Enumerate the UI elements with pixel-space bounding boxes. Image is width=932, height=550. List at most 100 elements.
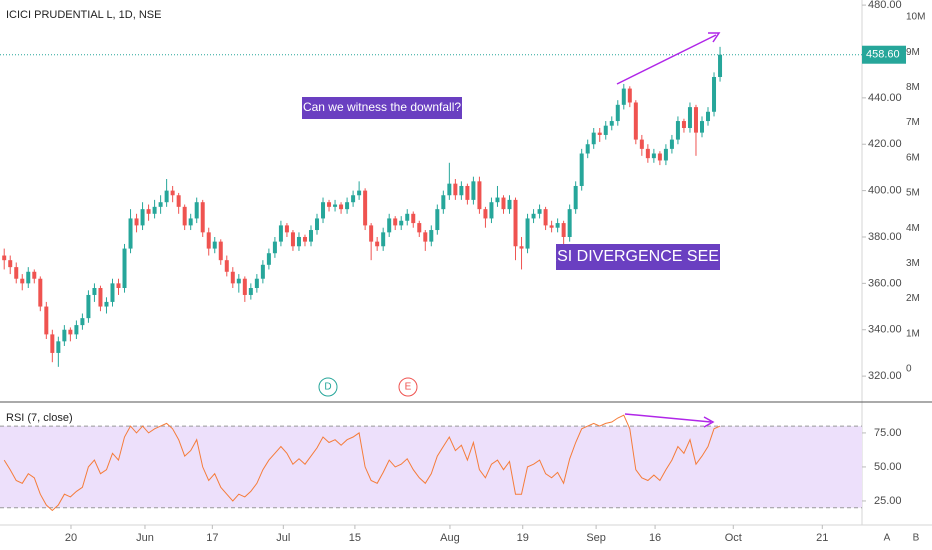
candle-body	[411, 213, 416, 224]
volume-tick-label: 4M	[906, 223, 920, 234]
annotation-box	[302, 97, 462, 119]
candle-body	[260, 264, 265, 279]
candle-body	[573, 185, 578, 210]
candle-body	[387, 218, 392, 233]
x-tick-label: Aug	[440, 532, 460, 544]
x-tick-label: 21	[816, 532, 828, 544]
volume-tick-label: 8M	[906, 82, 920, 93]
candle-body	[296, 236, 301, 247]
candle-body	[278, 225, 283, 242]
candle-body	[357, 190, 362, 196]
y-tick-label: 25.00	[874, 495, 902, 507]
candle-body	[441, 195, 446, 210]
candle-body	[621, 88, 626, 105]
indicator-title: RSI (7, close)	[6, 412, 73, 424]
x-tick-label: Sep	[586, 532, 606, 544]
candle-body	[218, 241, 223, 261]
candle-body	[471, 181, 476, 200]
annotation: RSI DIVERGENCE SEEN	[546, 248, 731, 265]
candle-body	[254, 278, 259, 288]
candle-body	[381, 232, 386, 247]
candle-body	[453, 183, 458, 196]
x-tick-label: 16	[649, 532, 661, 544]
candle-body	[80, 318, 85, 326]
candle-body	[8, 260, 13, 268]
symbol-title: ICICI PRUDENTIAL L, 1D, NSE	[6, 9, 161, 21]
candle-body	[519, 246, 524, 249]
candle-body	[699, 121, 704, 133]
arrow-head	[703, 416, 715, 428]
annotation-box	[556, 244, 720, 270]
candle-body	[693, 107, 698, 133]
candle-body	[44, 306, 49, 335]
candle-body	[465, 185, 470, 200]
candle-body	[134, 218, 139, 226]
candle-body	[501, 197, 506, 210]
y-tick-label: 320.00	[868, 370, 902, 382]
candle-body	[32, 271, 37, 279]
candle-body	[369, 225, 374, 242]
x-tick-label: Oct	[725, 532, 742, 544]
candle-body	[597, 132, 602, 135]
event-marker[interactable]	[318, 377, 338, 397]
candle-body	[104, 301, 109, 307]
candle-body	[435, 209, 440, 231]
candle-body	[675, 121, 680, 140]
candle-body	[128, 218, 133, 249]
y-tick-label: 480.00	[868, 0, 902, 11]
candle-body	[200, 202, 205, 233]
volume-tick-label: 2M	[906, 293, 920, 304]
candle-body	[339, 204, 344, 210]
marks	[0, 46, 862, 512]
candle-body	[56, 341, 61, 353]
y-tick-label: 50.00	[874, 461, 902, 473]
candle-body	[182, 206, 187, 226]
toolbar-button[interactable]: B	[913, 533, 920, 544]
candle-body	[68, 329, 73, 335]
y-tick-label: 420.00	[868, 138, 902, 150]
candle-body	[405, 213, 410, 221]
candle-body	[591, 132, 596, 145]
candle-body	[98, 288, 103, 307]
candle-body	[633, 102, 638, 140]
candle-body	[423, 232, 428, 242]
candle-body	[92, 288, 97, 295]
volume-tick-label: 10M	[906, 12, 925, 23]
candle-body	[399, 220, 404, 226]
candle-body	[537, 209, 542, 214]
candle-body	[230, 271, 235, 284]
event-marker[interactable]	[398, 377, 418, 397]
candle-body	[236, 278, 241, 284]
x-tick-label: 17	[206, 532, 218, 544]
rsi-line	[3, 414, 721, 512]
candle-body	[333, 204, 338, 207]
candle-body	[706, 111, 711, 122]
candle-body	[549, 225, 554, 228]
candle-body	[363, 190, 368, 226]
candle-body	[687, 107, 692, 128]
event-marker-label[interactable]: E	[405, 382, 412, 393]
candle-body	[176, 195, 181, 207]
candle-body	[140, 209, 145, 226]
candle-body	[284, 225, 289, 233]
toolbar-button[interactable]: A	[884, 533, 891, 544]
candle-body	[26, 271, 31, 284]
candle-body	[393, 218, 398, 226]
candle-body	[164, 190, 169, 203]
rsi-band	[0, 426, 862, 508]
x-tick-label: 20	[65, 532, 77, 544]
candle-body	[224, 260, 229, 272]
candle-body	[718, 54, 723, 77]
y-tick-label: 75.00	[874, 427, 902, 439]
candle-body	[555, 223, 560, 228]
candle-body	[483, 209, 488, 219]
last-price-label: 458.60	[866, 49, 900, 61]
y-tick-label: 400.00	[868, 185, 902, 197]
y-tick-label: 440.00	[868, 92, 902, 104]
candle-body	[38, 278, 43, 307]
candle-body	[459, 185, 464, 196]
candle-body	[152, 206, 157, 214]
event-marker-label[interactable]: D	[324, 382, 331, 393]
candle-body	[531, 213, 536, 219]
annotation: Can we witness the downfall?	[303, 100, 461, 114]
